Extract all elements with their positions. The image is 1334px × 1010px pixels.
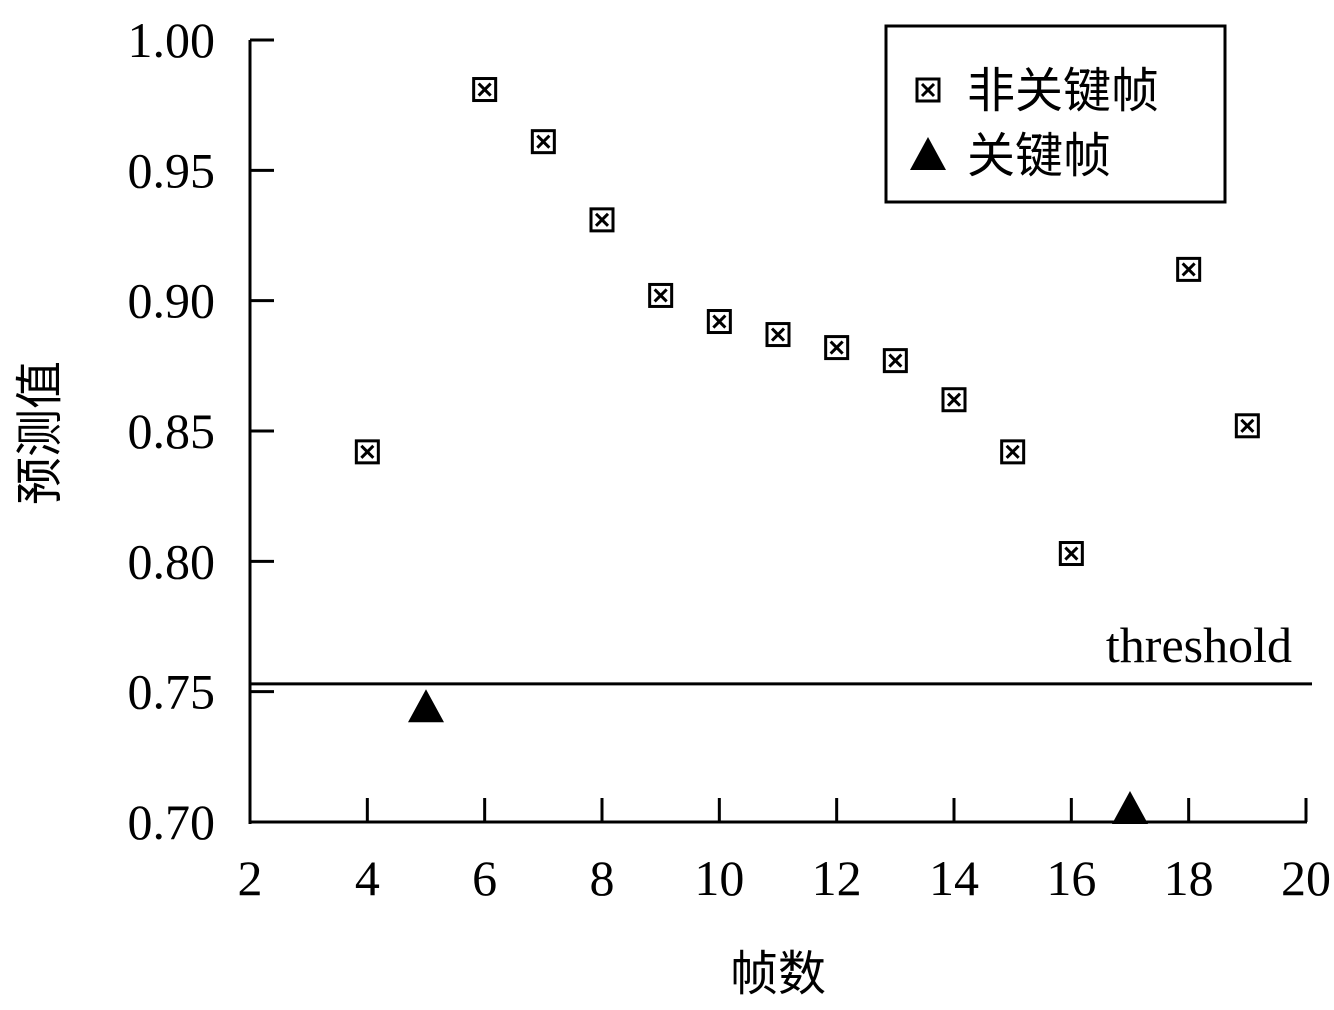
non-key-frame-point [706,309,732,335]
legend-non-key-frame-marker [915,77,941,103]
non-key-frame-point [1000,439,1026,465]
marker-cross-b [360,444,375,459]
non-key-frame-point [1058,541,1084,567]
non-key-frame-point [765,322,791,348]
marker-cross-b [1181,262,1196,277]
marker-cross-b [946,392,962,407]
y-tick-label: 0.90 [128,273,216,329]
marker-cross-b [1064,546,1079,561]
non-key-frame-point [941,387,967,413]
x-tick-label: 14 [929,850,979,906]
x-tick-label: 16 [1046,850,1096,906]
y-tick-label: 0.85 [128,403,216,459]
non-key-frame-point [354,439,380,465]
marker-cross-b [536,134,551,149]
y-tick-label: 0.75 [128,664,216,720]
x-tick-label: 10 [694,850,744,906]
non-key-frame-point [648,282,674,308]
marker-cross-b [1005,444,1020,459]
marker-cross-b [653,288,668,303]
y-axis-title: 预测值 [12,361,68,505]
legend-key-frame-marker [910,137,946,170]
marker-cross-b [1240,418,1255,433]
marker-cross-b [712,314,727,329]
y-tick-label: 0.80 [128,533,216,589]
non-key-frame-point [882,348,908,374]
tick-marks [248,38,1308,824]
x-tick-label: 18 [1164,850,1214,906]
non-key-frame-point [472,77,498,103]
y-tick-label: 1.00 [128,12,216,68]
legend-label: 关键帧 [967,128,1111,184]
non-key-frame-point [1176,256,1202,282]
key-frame-point [1112,790,1148,824]
marker-cross-b [920,82,936,98]
threshold-label: threshold [1106,617,1292,673]
threshold-group: threshold [250,617,1312,686]
tick-labels: 0.70 0.75 0.80 0.85 0.90 0.95 1.00 2 4 6 8 10 12 14 16… [128,12,1332,906]
marker-cross-b [770,327,786,342]
y-tick-label: 0.95 [128,142,216,198]
marker-cross-b [477,82,492,97]
x-tick-label: 4 [355,850,380,906]
marker-cross-b [594,212,610,227]
x-tick-label: 12 [812,850,862,906]
data-points [354,77,1260,824]
x-tick-label: 20 [1281,850,1331,906]
non-key-frame-point [589,207,615,233]
legend-label: 非关键帧 [967,63,1159,119]
key-frame-point [408,689,444,723]
x-tick-label: 6 [472,850,497,906]
y-tick-label: 0.70 [128,794,216,850]
x-axis-title: 帧数 [730,946,826,1002]
legend-box [884,24,1227,204]
non-key-frame-point [530,129,556,155]
x-tick-label: 2 [238,850,263,906]
marker-cross-b [829,340,844,355]
x-tick-label: 8 [590,850,615,906]
marker-cross-b [888,353,903,368]
non-key-frame-point [824,335,850,361]
non-key-frame-point [1234,413,1260,439]
